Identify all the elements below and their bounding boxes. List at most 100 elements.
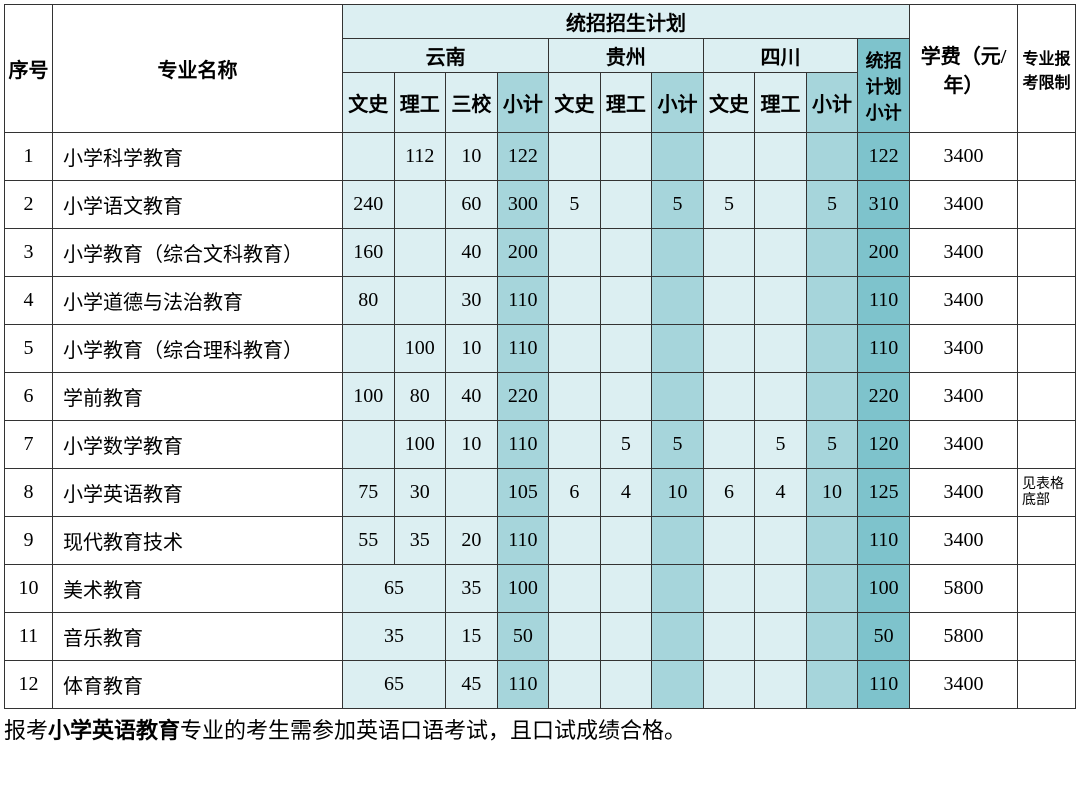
cell-fee: 3400 xyxy=(910,469,1018,517)
cell-plan-total: 110 xyxy=(858,325,910,373)
cell-sc-ligong xyxy=(755,277,807,325)
cell-fee: 5800 xyxy=(910,613,1018,661)
cell-sc-wenshi: 5 xyxy=(703,181,755,229)
cell-sc-wenshi xyxy=(703,613,755,661)
cell-sc-subtotal: 5 xyxy=(806,421,858,469)
header-limit: 专业报考限制 xyxy=(1018,5,1076,133)
cell-limit: 见表格底部 xyxy=(1018,469,1076,517)
cell-gz-ligong xyxy=(600,565,652,613)
cell-sc-wenshi: 6 xyxy=(703,469,755,517)
cell-yn-subtotal: 110 xyxy=(497,517,549,565)
cell-gz-ligong: 4 xyxy=(600,469,652,517)
header-gz-ligong: 理工 xyxy=(600,73,652,133)
cell-yn-ligong xyxy=(394,229,446,277)
cell-fee: 3400 xyxy=(910,229,1018,277)
cell-gz-wenshi xyxy=(549,325,601,373)
cell-limit xyxy=(1018,373,1076,421)
header-index: 序号 xyxy=(5,5,53,133)
cell-sc-ligong xyxy=(755,565,807,613)
cell-gz-ligong xyxy=(600,181,652,229)
cell-yn-merged: 65 xyxy=(343,661,446,709)
header-plan-total: 统招计划小计 xyxy=(858,39,910,133)
cell-major-name: 体育教育 xyxy=(53,661,343,709)
cell-index: 9 xyxy=(5,517,53,565)
table-body: 1小学科学教育1121012212234002小学语文教育24060300555… xyxy=(5,133,1076,709)
cell-yn-ligong: 112 xyxy=(394,133,446,181)
cell-yn-sanxiao xyxy=(446,469,498,517)
cell-yn-wenshi: 100 xyxy=(343,373,395,421)
cell-limit xyxy=(1018,613,1076,661)
cell-gz-ligong xyxy=(600,373,652,421)
table-row: 11音乐教育351550505800 xyxy=(5,613,1076,661)
cell-limit xyxy=(1018,517,1076,565)
cell-fee: 3400 xyxy=(910,661,1018,709)
cell-fee: 3400 xyxy=(910,517,1018,565)
cell-yn-wenshi xyxy=(343,421,395,469)
cell-gz-subtotal: 5 xyxy=(652,421,704,469)
cell-plan-total: 120 xyxy=(858,421,910,469)
cell-sc-ligong xyxy=(755,373,807,421)
cell-yn-subtotal: 300 xyxy=(497,181,549,229)
table-row: 4小学道德与法治教育80301101103400 xyxy=(5,277,1076,325)
cell-sc-wenshi xyxy=(703,661,755,709)
cell-limit xyxy=(1018,229,1076,277)
cell-yn-sanxiao: 20 xyxy=(446,517,498,565)
footnote-suffix: 专业的考生需参加英语口语考试，且口试成绩合格。 xyxy=(180,718,686,743)
cell-yn-subtotal: 110 xyxy=(497,421,549,469)
header-yn-ligong: 理工 xyxy=(394,73,446,133)
cell-limit xyxy=(1018,181,1076,229)
cell-yn-sanxiao: 35 xyxy=(446,565,498,613)
cell-yn-subtotal: 105 xyxy=(497,469,549,517)
header-gz-wenshi: 文史 xyxy=(549,73,601,133)
cell-gz-wenshi xyxy=(549,133,601,181)
cell-index: 2 xyxy=(5,181,53,229)
header-sc-subtotal: 小计 xyxy=(806,73,858,133)
cell-gz-ligong xyxy=(600,229,652,277)
cell-major-name: 小学数学教育 xyxy=(53,421,343,469)
cell-yn-subtotal: 110 xyxy=(497,661,549,709)
cell-yn-sanxiao: 45 xyxy=(446,661,498,709)
cell-gz-ligong xyxy=(600,517,652,565)
cell-plan-total: 200 xyxy=(858,229,910,277)
cell-yn-wenshi xyxy=(343,133,395,181)
header-yn-subtotal: 小计 xyxy=(497,73,549,133)
cell-gz-ligong xyxy=(600,613,652,661)
cell-sc-subtotal xyxy=(806,661,858,709)
cell-sc-ligong: 5 xyxy=(755,421,807,469)
cell-fee: 3400 xyxy=(910,373,1018,421)
cell-yn-wenshi: 80 xyxy=(343,277,395,325)
cell-sc-ligong xyxy=(755,325,807,373)
cell-gz-wenshi xyxy=(549,661,601,709)
cell-gz-subtotal: 5 xyxy=(652,181,704,229)
cell-gz-subtotal xyxy=(652,277,704,325)
cell-major-name: 小学科学教育 xyxy=(53,133,343,181)
cell-sc-subtotal: 5 xyxy=(806,181,858,229)
cell-major-name: 小学教育（综合理科教育） xyxy=(53,325,343,373)
table-row: 12体育教育65451101103400 xyxy=(5,661,1076,709)
cell-gz-subtotal xyxy=(652,229,704,277)
cell-sc-ligong xyxy=(755,229,807,277)
footnote: 报考小学英语教育专业的考生需参加英语口语考试，且口试成绩合格。 xyxy=(4,713,1076,745)
cell-sc-wenshi xyxy=(703,229,755,277)
header-yn-wenshi: 文史 xyxy=(343,73,395,133)
cell-yn-subtotal: 50 xyxy=(497,613,549,661)
cell-yn-merged: 65 xyxy=(343,565,446,613)
cell-major-name: 小学英语教育 xyxy=(53,469,343,517)
table-row: 6学前教育10080402202203400 xyxy=(5,373,1076,421)
cell-fee: 3400 xyxy=(910,325,1018,373)
cell-gz-wenshi xyxy=(549,229,601,277)
cell-limit xyxy=(1018,133,1076,181)
cell-yn-wenshi: 240 xyxy=(343,181,395,229)
cell-sc-wenshi xyxy=(703,565,755,613)
cell-index: 1 xyxy=(5,133,53,181)
cell-gz-ligong: 5 xyxy=(600,421,652,469)
cell-index: 7 xyxy=(5,421,53,469)
header-province-sichuan: 四川 xyxy=(703,39,858,73)
cell-yn-ligong xyxy=(394,181,446,229)
cell-yn-wenshi: 75 xyxy=(343,469,395,517)
table-row: 7小学数学教育1001011055551203400 xyxy=(5,421,1076,469)
cell-plan-total: 122 xyxy=(858,133,910,181)
cell-sc-subtotal xyxy=(806,133,858,181)
footnote-prefix: 报考 xyxy=(4,718,48,743)
header-major-name: 专业名称 xyxy=(53,5,343,133)
